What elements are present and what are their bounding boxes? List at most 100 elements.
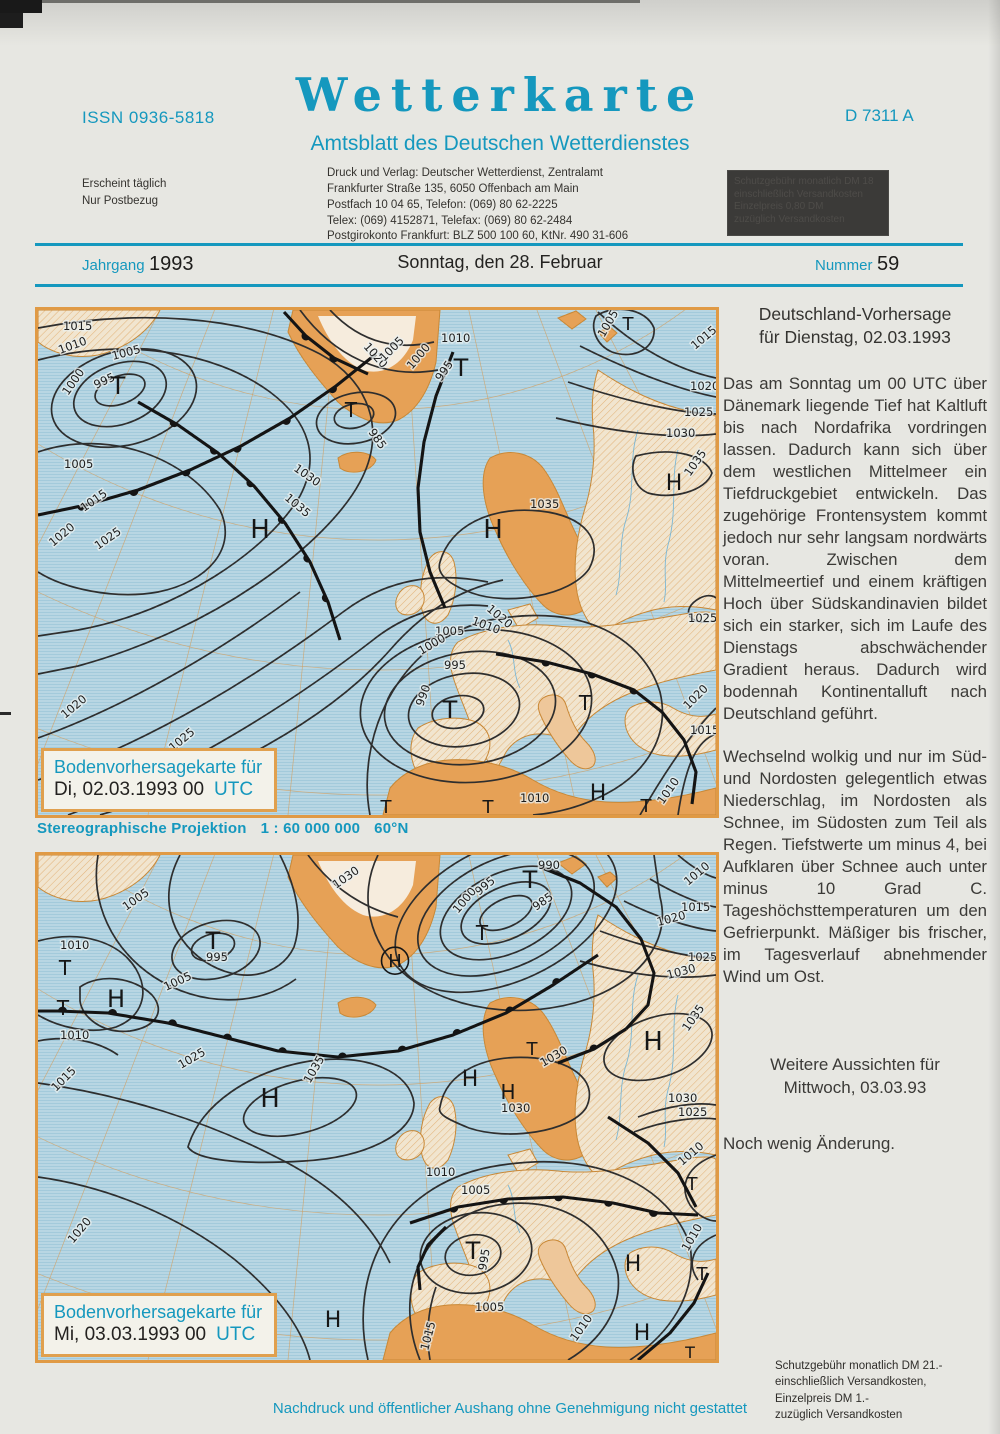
surface-forecast-map-wednesday: 1005 1010 995 1005 1010 1015 1025 1030 1035 990 99… xyxy=(35,852,719,1363)
low-pressure-centre: T xyxy=(110,372,126,400)
weather-map-svg: 1005101099510051010101510251030103599099… xyxy=(38,855,716,1360)
surface-forecast-map-tuesday: 1015 1010 1005 1000 995 1020 985 1030 1035 1005 10… xyxy=(35,307,719,818)
isobar-label: 1035 xyxy=(530,497,559,511)
doc-number: D 7311 A xyxy=(845,106,914,125)
publisher-block: Druck und Verlag: Deutscher Wetterdienst… xyxy=(327,167,629,243)
low-pressure-centre: T xyxy=(622,314,635,335)
high-pressure-centre: H xyxy=(325,1308,342,1333)
low-pressure-centre: T xyxy=(696,1264,709,1285)
low-pressure-centre: T xyxy=(475,921,489,945)
projection-note: Stereographische Projektion 1 : 60 000 00… xyxy=(37,820,409,837)
low-pressure-centre: T xyxy=(482,797,495,815)
subtitle: Amtsblatt des Deutschen Wetterdienstes xyxy=(310,132,690,155)
issue-number: Nummer 59 xyxy=(815,253,900,275)
high-pressure-centre: H xyxy=(388,951,402,972)
divider xyxy=(35,284,963,287)
isobar-label: 1010 xyxy=(426,1165,455,1179)
isobar-label: 995 xyxy=(475,1247,493,1271)
divider xyxy=(35,243,963,246)
scan-left-mark xyxy=(0,712,11,715)
low-pressure-centre: T xyxy=(56,996,70,1020)
isobar-label: 1005 xyxy=(475,1300,504,1314)
low-pressure-centre: T xyxy=(465,1237,481,1265)
scan-corner-mark xyxy=(0,13,23,28)
low-pressure-centre: T xyxy=(58,956,72,980)
utc-label: UTC xyxy=(216,1324,256,1346)
map-caption-title: Bodenvorhersagekarte für xyxy=(54,756,263,777)
high-pressure-centre: H xyxy=(634,1321,651,1346)
isobar-label: 1025 xyxy=(688,950,716,964)
isobar-label: 990 xyxy=(538,858,560,872)
scan-corner-mark xyxy=(0,0,42,13)
low-pressure-centre: T xyxy=(442,696,458,724)
high-pressure-centre: H xyxy=(590,781,607,806)
isobar-label: 1010 xyxy=(520,791,549,805)
isobar-label: 995 xyxy=(444,658,466,672)
high-pressure-centre: H xyxy=(250,515,270,545)
frequency-note: Erscheint täglich Nur Postbezug xyxy=(82,178,167,208)
isobar-label: 1005 xyxy=(461,1183,490,1197)
scan-edge-line xyxy=(0,0,640,3)
low-pressure-centre: T xyxy=(526,1039,539,1060)
isobar-label: 1005 xyxy=(435,624,464,638)
map-caption-title: Bodenvorhersagekarte für xyxy=(54,1301,263,1322)
scan-right-shadow xyxy=(988,0,1000,1434)
low-pressure-centre: T xyxy=(522,866,538,894)
isobar-label: 1010 xyxy=(441,331,470,345)
isobar-label: 1025 xyxy=(684,405,713,419)
isobar-label: 1005 xyxy=(64,457,93,471)
isobar-label: 1025 xyxy=(678,1105,707,1119)
high-pressure-centre: H xyxy=(500,1080,515,1104)
map-caption-wednesday: Bodenvorhersagekarte für Mi, 03.03.1993 … xyxy=(41,1292,278,1357)
isobar-label: 1025 xyxy=(688,611,716,625)
outlook-title: Weitere Aussichten für Mittwoch, 03.03.9… xyxy=(770,1055,940,1098)
high-pressure-centre: H xyxy=(643,1027,663,1057)
isobar-label: 995 xyxy=(206,950,228,964)
high-pressure-centre: H xyxy=(666,471,683,496)
isobar-label: 1030 xyxy=(668,1091,697,1105)
high-pressure-centre: H xyxy=(107,985,125,1013)
copyright-notice: Nachdruck und öffentlicher Aushang ohne … xyxy=(272,1400,748,1417)
weather-fronts xyxy=(38,865,710,1360)
scan-shading xyxy=(0,0,1000,46)
low-pressure-centre: T xyxy=(380,797,393,815)
forecast-column: Deutschland-Vorhersage für Dienstag, 02.… xyxy=(723,303,987,1154)
isobar-label: 1015 xyxy=(63,319,92,333)
isobar-label: 1015 xyxy=(690,723,716,737)
redacted-price-box: Schutzgebühr monatlich DM 18 einschließl… xyxy=(728,171,888,235)
map-caption-date: Mi, 03.03.1993 00 xyxy=(54,1324,207,1346)
low-pressure-centre: T xyxy=(344,398,358,422)
isobar-label: 1020 xyxy=(690,379,716,393)
map-caption-date: Di, 02.03.1993 00 xyxy=(54,779,205,801)
pressure-centre-circle xyxy=(380,946,410,975)
forecast-paragraph: Das am Sonntag um 00 UTC über Dänemark l… xyxy=(723,374,987,724)
isobar-label: 1010 xyxy=(60,1028,89,1042)
low-pressure-centre: T xyxy=(205,927,221,955)
high-pressure-centre: H xyxy=(462,1067,479,1092)
isobar-label: 1030 xyxy=(501,1101,530,1115)
utc-label: UTC xyxy=(214,779,254,801)
isobar-label: 1010 xyxy=(60,938,89,952)
high-pressure-centre: H xyxy=(260,1084,280,1114)
high-pressure-centre: H xyxy=(483,515,503,545)
low-pressure-centre: T xyxy=(684,1343,695,1360)
issue-date: Sonntag, den 28. Februar xyxy=(397,252,603,272)
low-pressure-centre: T xyxy=(640,796,653,815)
low-pressure-centre: T xyxy=(578,691,592,715)
volume: Jahrgang 1993 xyxy=(82,253,194,275)
forecast-paragraph: Wechselnd wolkig und nur im Süd- und Nor… xyxy=(723,747,987,987)
page-title: Wetterkarte xyxy=(295,68,705,122)
issn: ISSN 0936-5818 xyxy=(82,108,215,127)
outlook-text: Noch wenig Änderung. xyxy=(723,1134,896,1154)
isobar-label: 1015 xyxy=(681,900,710,914)
low-pressure-centre: T xyxy=(686,1174,699,1195)
low-pressure-centre: T xyxy=(453,354,469,382)
forecast-title: Deutschland-Vorhersage für Dienstag, 02.… xyxy=(758,304,952,348)
weather-fronts xyxy=(38,310,698,805)
isobar-label: 1030 xyxy=(666,426,695,440)
price-block: Schutzgebühr monatlich DM 21.- einschlie… xyxy=(775,1360,943,1421)
high-pressure-centre: H xyxy=(625,1252,642,1277)
map-caption-tuesday: Bodenvorhersagekarte für Di, 02.03.1993 … xyxy=(41,747,278,812)
